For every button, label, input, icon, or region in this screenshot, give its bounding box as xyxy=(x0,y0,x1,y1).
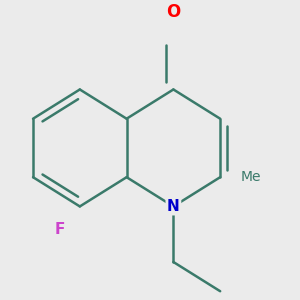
Text: O: O xyxy=(166,3,181,21)
Text: N: N xyxy=(167,199,180,214)
Text: Me: Me xyxy=(241,170,261,184)
Text: F: F xyxy=(54,222,64,237)
